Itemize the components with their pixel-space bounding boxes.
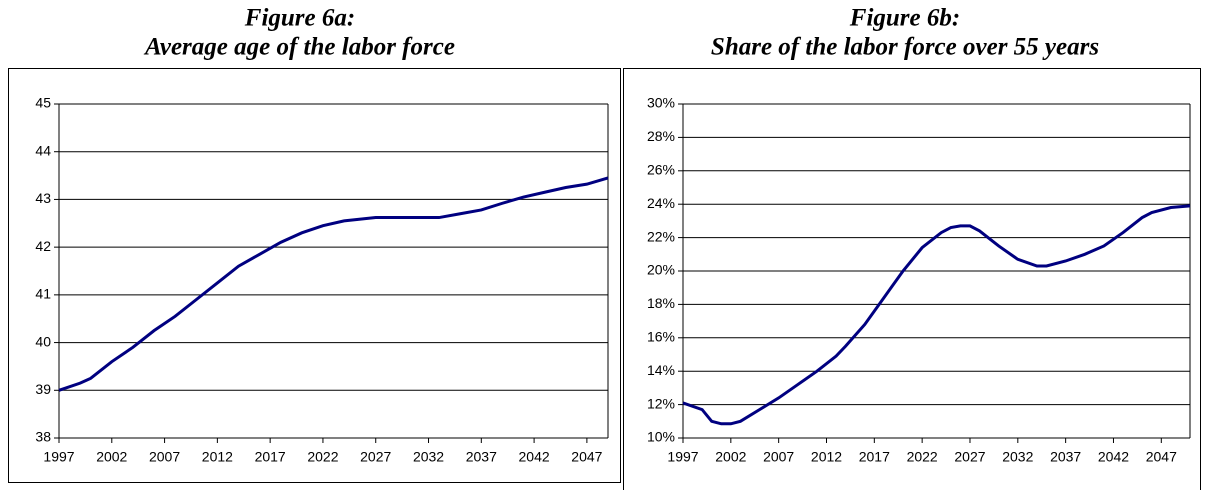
x-tick-label: 2007: [763, 449, 794, 465]
chart-title: Figure 6a:: [244, 5, 355, 32]
y-tick-label: 10%: [647, 429, 675, 445]
line: [682, 204, 1191, 426]
y-tick-label: 40: [35, 333, 51, 349]
x-tick-label: 1997: [43, 449, 74, 465]
y-tick-label: 43: [35, 190, 51, 206]
y-tick-label: 16%: [647, 329, 675, 345]
y-tick-label: 20%: [647, 262, 675, 278]
y-tick-label: 41: [35, 286, 51, 302]
chart-frame: [623, 68, 1201, 490]
x-tick-label: 2022: [307, 449, 338, 465]
chart-subtitle: Share of the labor force over 55 years: [711, 34, 1099, 61]
x-tick-label: 2022: [907, 449, 938, 465]
x-tick-label: 2032: [1002, 449, 1033, 465]
y-tick-label: 45: [35, 95, 51, 111]
x-tick-label: 2002: [96, 449, 127, 465]
x-tick-label: 2042: [519, 449, 550, 465]
y-tick-label: 22%: [647, 228, 675, 244]
y-tick-label: 42: [35, 238, 51, 254]
y-tick-label: 24%: [647, 195, 675, 211]
x-tick-label: 2027: [954, 449, 985, 465]
x-tick-label: 2002: [715, 449, 746, 465]
x-tick-label: 2027: [360, 449, 391, 465]
x-tick-label: 2012: [811, 449, 842, 465]
y-tick-label: 28%: [647, 128, 675, 144]
chart-title: Figure 6b:: [849, 5, 960, 32]
y-tick-label: 38: [35, 429, 51, 445]
x-tick-label: 2037: [466, 449, 497, 465]
x-tick-label: 2017: [859, 449, 890, 465]
y-tick-label: 12%: [647, 395, 675, 411]
x-tick-label: 2012: [202, 449, 233, 465]
x-tick-label: 2032: [413, 449, 444, 465]
y-tick-label: 39: [35, 381, 51, 397]
y-tick-label: 14%: [647, 362, 675, 378]
line: [58, 176, 609, 392]
x-tick-label: 2042: [1098, 449, 1129, 465]
y-tick-label: 30%: [647, 95, 675, 111]
x-tick-label: 2017: [255, 449, 286, 465]
y-tick-label: 44: [35, 142, 51, 158]
chart-subtitle: Average age of the labor force: [143, 34, 455, 61]
y-tick-label: 18%: [647, 295, 675, 311]
x-tick-label: 2037: [1050, 449, 1081, 465]
x-tick-label: 1997: [667, 449, 698, 465]
x-tick-label: 2007: [149, 449, 180, 465]
x-tick-label: 2047: [571, 449, 602, 465]
chart-frame: [8, 68, 621, 483]
y-tick-label: 26%: [647, 162, 675, 178]
x-tick-label: 2047: [1146, 449, 1177, 465]
